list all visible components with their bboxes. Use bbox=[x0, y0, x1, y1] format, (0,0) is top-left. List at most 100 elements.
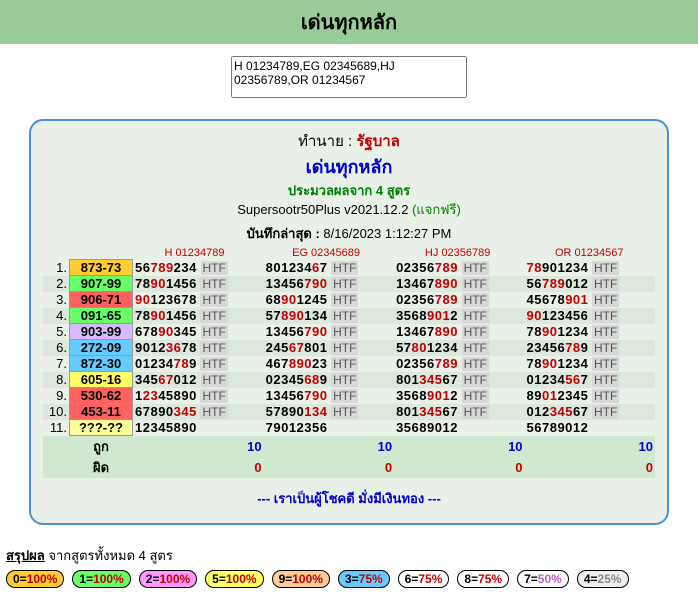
col-header: OR 01234567 bbox=[523, 247, 655, 259]
chip-pct: 75% bbox=[359, 572, 383, 586]
col1-cell: 90123678 HTF bbox=[133, 292, 264, 308]
chip: 4=25% bbox=[577, 570, 629, 588]
col1-cell: 78901456 HTF bbox=[133, 308, 264, 324]
col4-cell: 89012345 HTF bbox=[525, 388, 655, 404]
col2-cell: 57890134 HTF bbox=[264, 308, 394, 324]
table-row: 1.873-7356789234 HTF80123467 HTF02356789… bbox=[43, 260, 655, 276]
col1-cell: 12345890 bbox=[133, 420, 264, 436]
table-row: 6.272-0990123678 HTF24567801 HTF57801234… bbox=[43, 340, 655, 356]
col1-cell: 01234789 HTF bbox=[133, 356, 264, 372]
footer-slogan: --- เราเป็นผู้โชคดี มั่งมีเงินทอง --- bbox=[43, 488, 655, 509]
col3-cell: 57801234 HTF bbox=[394, 340, 524, 356]
number-cell: 272-09 bbox=[70, 340, 133, 356]
chip: 2=100% bbox=[139, 570, 197, 588]
chip-pct: 100% bbox=[292, 572, 323, 586]
chip-digit: 7= bbox=[524, 572, 538, 586]
col2-cell: 13456790 HTF bbox=[264, 388, 394, 404]
chip: 9=100% bbox=[272, 570, 330, 588]
row-index: 1. bbox=[43, 260, 70, 276]
wrong-label: ผิด bbox=[70, 457, 133, 478]
col4-cell: 78901234 HTF bbox=[525, 324, 655, 340]
number-cell: 872-30 bbox=[70, 356, 133, 372]
correct-value: 10 bbox=[525, 436, 655, 458]
correct-value: 10 bbox=[394, 436, 524, 458]
wrong-value: 0 bbox=[394, 457, 524, 478]
chip-pct: 100% bbox=[159, 572, 190, 586]
summary-title: สรุปผล จากสูตรทั้งหมด 4 สูตร bbox=[6, 545, 692, 566]
page-title: เด่นทุกหลัก bbox=[0, 0, 698, 44]
row-index: 11. bbox=[43, 420, 70, 436]
col2-cell: 13456790 HTF bbox=[264, 276, 394, 292]
col2-cell: 02345689 HTF bbox=[264, 372, 394, 388]
formula-input[interactable]: H 01234789,EG 02345689,HJ 02356789,OR 01… bbox=[231, 56, 467, 98]
number-cell: 907-99 bbox=[70, 276, 133, 292]
row-index: 9. bbox=[43, 388, 70, 404]
col2-cell: 79012356 bbox=[264, 420, 394, 436]
chip-pct: 25% bbox=[598, 572, 622, 586]
saved-label: บันทึกล่าสุด : bbox=[247, 226, 324, 241]
summary-section: สรุปผล จากสูตรทั้งหมด 4 สูตร 0=100%1=100… bbox=[0, 541, 698, 598]
col-header: HJ 02356789 bbox=[392, 247, 524, 259]
table-row: 7.872-3001234789 HTF46789023 HTF02356789… bbox=[43, 356, 655, 372]
chip: 3=75% bbox=[338, 570, 390, 588]
col1-cell: 67890345 HTF bbox=[133, 404, 264, 420]
chip-pct: 100% bbox=[93, 572, 124, 586]
row-index: 4. bbox=[43, 308, 70, 324]
col3-cell: 80134567 HTF bbox=[394, 404, 524, 420]
col3-cell: 35689012 HTF bbox=[394, 308, 524, 324]
data-table: 1.873-7356789234 HTF80123467 HTF02356789… bbox=[43, 259, 655, 478]
table-row: 8.605-1634567012 HTF02345689 HTF80134567… bbox=[43, 372, 655, 388]
col3-cell: 02356789 HTF bbox=[394, 260, 524, 276]
chip-digit: 8= bbox=[464, 572, 478, 586]
col-header: H 01234789 bbox=[129, 247, 261, 259]
col3-cell: 35689012 HTF bbox=[394, 388, 524, 404]
number-cell: 530-62 bbox=[70, 388, 133, 404]
saved-value: 8/16/2023 1:12:27 PM bbox=[323, 226, 451, 241]
col4-cell: 56789012 bbox=[525, 420, 655, 436]
col4-cell: 01234567 HTF bbox=[525, 404, 655, 420]
panel-title: เด่นทุกหลัก bbox=[43, 154, 655, 181]
table-row: 5.903-9967890345 HTF13456790 HTF13467890… bbox=[43, 324, 655, 340]
number-cell: 453-11 bbox=[70, 404, 133, 420]
col4-cell: 56789012 HTF bbox=[525, 276, 655, 292]
col1-cell: 67890345 HTF bbox=[133, 324, 264, 340]
version-label: Supersootr50Plus v2021.12.2 bbox=[237, 202, 412, 217]
col1-cell: 12345890 HTF bbox=[133, 388, 264, 404]
chip: 8=75% bbox=[457, 570, 509, 588]
correct-label: ถูก bbox=[70, 436, 133, 458]
chip: 5=100% bbox=[205, 570, 263, 588]
number-cell: 091-65 bbox=[70, 308, 133, 324]
chip: 7=50% bbox=[517, 570, 569, 588]
row-index: 7. bbox=[43, 356, 70, 372]
predict-label: ทำนาย : bbox=[298, 133, 356, 150]
chip: 6=75% bbox=[398, 570, 450, 588]
wrong-value: 0 bbox=[525, 457, 655, 478]
correct-value: 10 bbox=[264, 436, 394, 458]
chip-digit: 2= bbox=[146, 572, 160, 586]
col4-cell: 78901234 HTF bbox=[525, 260, 655, 276]
number-cell: 906-71 bbox=[70, 292, 133, 308]
number-cell: 873-73 bbox=[70, 260, 133, 276]
chip: 0=100% bbox=[6, 570, 64, 588]
col1-cell: 34567012 HTF bbox=[133, 372, 264, 388]
panel-header: ทำนาย : รัฐบาล เด่นทุกหลัก ประมวลผลจาก 4… bbox=[43, 131, 655, 243]
col2-cell: 24567801 HTF bbox=[264, 340, 394, 356]
table-row: 9.530-6212345890 HTF13456790 HTF35689012… bbox=[43, 388, 655, 404]
col4-cell: 45678901 HTF bbox=[525, 292, 655, 308]
col4-cell: 90123456 HTF bbox=[525, 308, 655, 324]
col3-cell: 13467890 HTF bbox=[394, 276, 524, 292]
col-header: EG 02345689 bbox=[260, 247, 392, 259]
col2-cell: 68901245 HTF bbox=[264, 292, 394, 308]
wrong-value: 0 bbox=[264, 457, 394, 478]
number-cell: ???-?? bbox=[70, 420, 133, 436]
table-row: 3.906-7190123678 HTF68901245 HTF02356789… bbox=[43, 292, 655, 308]
row-index: 8. bbox=[43, 372, 70, 388]
chip-digit: 6= bbox=[405, 572, 419, 586]
number-cell: 605-16 bbox=[70, 372, 133, 388]
table-row: 4.091-6578901456 HTF57890134 HTF35689012… bbox=[43, 308, 655, 324]
panel-subtitle: ประมวลผลจาก 4 สูตร bbox=[43, 181, 655, 201]
chip-digit: 4= bbox=[584, 572, 598, 586]
column-headers: H 01234789 EG 02345689 HJ 02356789 OR 01… bbox=[43, 247, 655, 259]
col3-cell: 80134567 HTF bbox=[394, 372, 524, 388]
col1-cell: 56789234 HTF bbox=[133, 260, 264, 276]
